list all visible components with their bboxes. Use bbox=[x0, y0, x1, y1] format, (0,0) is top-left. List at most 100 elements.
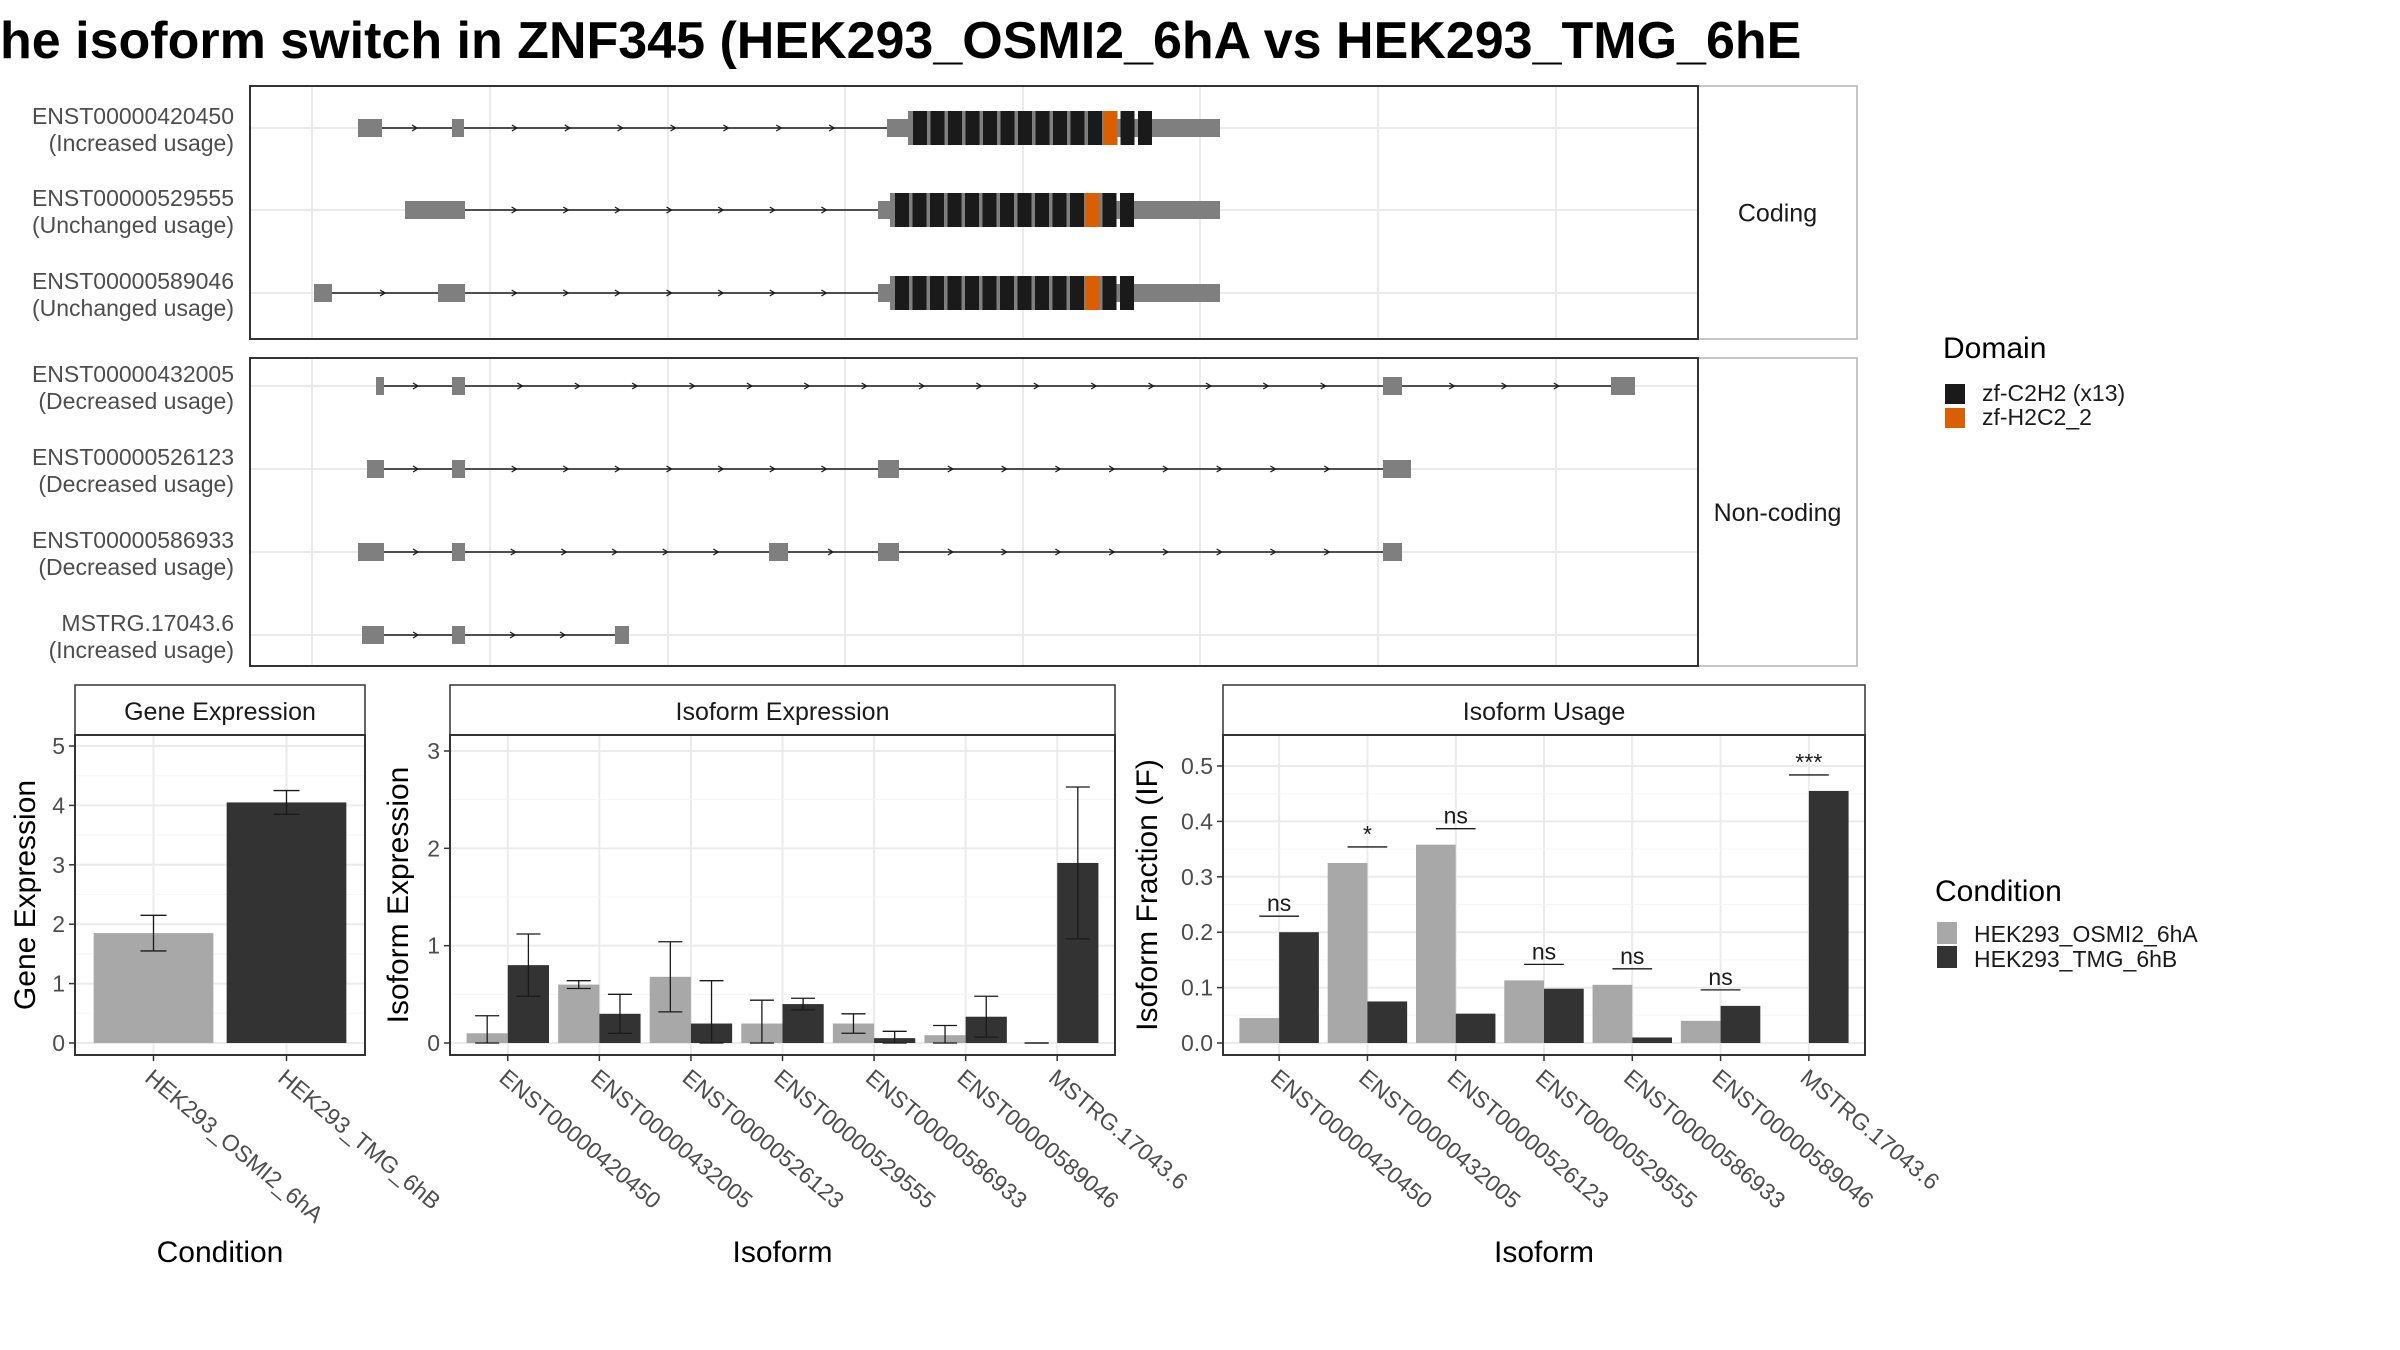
transcript-id-label: ENST00000586933 bbox=[32, 527, 234, 553]
transcript-usage-label: (Unchanged usage) bbox=[32, 212, 234, 238]
domain-zf-c2h2 bbox=[912, 193, 927, 227]
significance-label: ns bbox=[1620, 943, 1644, 969]
bar-osmi2 bbox=[1239, 1018, 1280, 1043]
transcript-row-mstrg.17043.6: MSTRG.17043.6(Increased usage) bbox=[49, 610, 629, 663]
utr-exon bbox=[878, 543, 899, 561]
x-tick-label: ENST00000529555 bbox=[1531, 1064, 1703, 1214]
domain-legend-label-zf-c2h2: zf-C2H2 (x13) bbox=[1982, 380, 2125, 406]
bar-osmi2 bbox=[1504, 980, 1544, 1043]
domain-zf-c2h2 bbox=[1070, 276, 1084, 310]
direction-arrow bbox=[717, 289, 725, 297]
domain-zf-c2h2 bbox=[1052, 276, 1067, 310]
domain-legend-label-zf-h2c2: zf-H2C2_2 bbox=[1982, 404, 2092, 430]
significance-label: *** bbox=[1795, 749, 1822, 775]
y-axis-title: Isoform Fraction (IF) bbox=[1131, 759, 1164, 1031]
utr-exon bbox=[314, 284, 332, 302]
domain-zf-c2h2 bbox=[1120, 111, 1135, 145]
domain-zf-c2h2 bbox=[1102, 193, 1117, 227]
x-tick-label: ENST00000526123 bbox=[678, 1064, 850, 1214]
domain-zf-c2h2 bbox=[1035, 111, 1050, 145]
direction-arrow bbox=[1448, 382, 1456, 390]
utr-exon bbox=[1165, 284, 1220, 302]
direction-arrow bbox=[379, 289, 387, 297]
y-tick-label: 0.3 bbox=[1181, 864, 1213, 890]
domain-zf-c2h2 bbox=[1017, 276, 1032, 310]
domain-zf-c2h2 bbox=[1138, 111, 1152, 145]
domain-legend: Domain zf-C2H2 (x13) zf-H2C2_2 bbox=[1943, 332, 2125, 430]
direction-arrow bbox=[1108, 548, 1116, 556]
domain-zf-c2h2 bbox=[947, 193, 962, 227]
bar-charts: Gene Expression012345HEK293_OSMI2_6hAHEK… bbox=[9, 684, 1945, 1269]
domain-zf-c2h2 bbox=[965, 111, 980, 145]
transcript-row-enst00000589046: ENST00000589046(Unchanged usage) bbox=[32, 268, 1220, 321]
bar-panel-isoform-usage: Isoform Usage 0.0 0.1 0.2 0.3 0.4 0.5 ns * ns ns ns… bbox=[1131, 684, 1945, 1269]
x-axis-title: Isoform bbox=[732, 1236, 832, 1269]
direction-arrow bbox=[723, 124, 730, 132]
utr-exon bbox=[878, 284, 890, 302]
direction-arrow bbox=[614, 289, 622, 297]
domain-zf-c2h2 bbox=[1053, 111, 1067, 145]
direction-arrow bbox=[617, 124, 624, 132]
direction-arrow bbox=[511, 124, 519, 132]
direction-arrow bbox=[666, 465, 673, 473]
direction-arrow bbox=[412, 465, 420, 473]
domain-zf-c2h2 bbox=[1017, 193, 1032, 227]
utr-exon bbox=[1383, 460, 1411, 478]
y-axis-title: Gene Expression bbox=[9, 780, 42, 1010]
direction-arrow bbox=[510, 548, 517, 556]
utr-exon bbox=[1611, 377, 1635, 395]
x-tick-label: ENST00000432005 bbox=[1354, 1064, 1526, 1214]
direction-arrow bbox=[614, 465, 622, 473]
bar-osmi2 bbox=[1680, 1020, 1721, 1043]
transcript-usage-label: (Decreased usage) bbox=[38, 471, 234, 497]
domain-zf-h2c2 bbox=[1085, 193, 1100, 227]
domain-zf-h2c2 bbox=[1085, 276, 1100, 310]
direction-arrow bbox=[827, 548, 835, 556]
bar-tmg bbox=[1544, 988, 1584, 1043]
utr-exon bbox=[367, 460, 384, 478]
domain-zf-c2h2 bbox=[895, 276, 909, 310]
direction-arrow bbox=[574, 382, 582, 390]
direction-arrow bbox=[947, 548, 955, 556]
utr-exon bbox=[1165, 119, 1220, 137]
condition-legend-label-a: HEK293_OSMI2_6hA bbox=[1974, 921, 2198, 947]
x-axis-title: Condition bbox=[157, 1236, 284, 1269]
utr-exon bbox=[615, 626, 629, 644]
direction-arrow bbox=[631, 382, 639, 390]
direction-arrow bbox=[769, 289, 777, 297]
utr-exon bbox=[362, 626, 384, 644]
facet-panel-background bbox=[250, 358, 1698, 666]
transcript-usage-label: (Unchanged usage) bbox=[32, 295, 234, 321]
significance-label: ns bbox=[1267, 890, 1291, 916]
transcript-usage-label: (Increased usage) bbox=[49, 637, 234, 663]
y-tick-label: 5 bbox=[52, 733, 65, 759]
bar-tmg bbox=[1367, 1001, 1408, 1043]
facet-panel-border bbox=[249, 85, 1699, 340]
direction-arrow bbox=[712, 548, 720, 556]
direction-arrow bbox=[689, 382, 696, 390]
figure-title: he isoform switch in ZNF345 (HEK293_OSMI… bbox=[0, 12, 1801, 70]
direction-arrow bbox=[717, 206, 725, 214]
utr-exon bbox=[438, 284, 465, 302]
y-tick-label: 0.5 bbox=[1181, 753, 1213, 779]
facet-strip bbox=[1697, 85, 1858, 340]
y-tick-label: 0.4 bbox=[1181, 808, 1213, 834]
domain-zf-c2h2 bbox=[1018, 111, 1032, 145]
domain-zf-c2h2 bbox=[947, 276, 962, 310]
bar-tmg bbox=[1632, 1037, 1673, 1043]
transcript-id-label: MSTRG.17043.6 bbox=[61, 610, 234, 636]
direction-arrow bbox=[564, 124, 572, 132]
direction-arrow bbox=[1001, 465, 1008, 473]
utr-exon bbox=[376, 377, 384, 395]
condition-legend-swatch-a bbox=[1937, 922, 1957, 944]
direction-arrow bbox=[666, 206, 673, 214]
transcript-id-label: ENST00000529555 bbox=[32, 185, 234, 211]
domain-zf-c2h2 bbox=[1088, 111, 1102, 145]
direction-arrow bbox=[1001, 548, 1008, 556]
direction-arrow bbox=[1323, 465, 1331, 473]
direction-arrow bbox=[803, 382, 811, 390]
domain-zf-c2h2 bbox=[930, 111, 945, 145]
direction-arrow bbox=[769, 206, 777, 214]
domain-zf-c2h2 bbox=[1102, 276, 1117, 310]
direction-arrow bbox=[511, 289, 518, 297]
